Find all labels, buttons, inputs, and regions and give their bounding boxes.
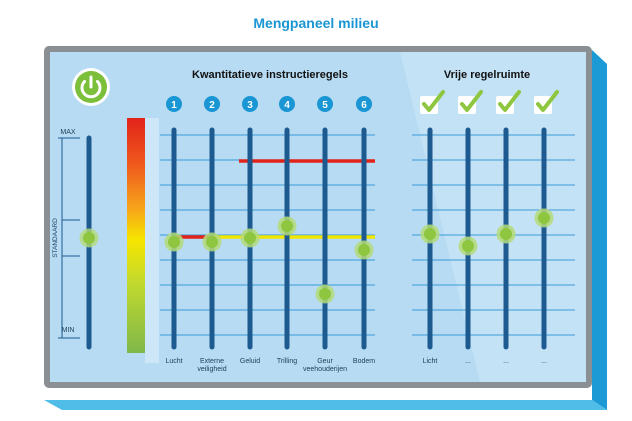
- slider-label: Bodem: [353, 358, 375, 365]
- free-slider-4: ...: [534, 90, 559, 365]
- free-slider-knob[interactable]: [420, 224, 440, 244]
- free-slider-label: Licht: [423, 358, 438, 365]
- scale-standard-label: STANDAARD: [52, 218, 59, 258]
- free-slider-knob[interactable]: [496, 224, 516, 244]
- free-slider-2: ...: [458, 90, 483, 365]
- free-slider-knob[interactable]: [458, 236, 478, 256]
- slider-knob[interactable]: [202, 232, 222, 252]
- slider-label-line2: veiligheid: [197, 366, 226, 373]
- slider-1: 1 Lucht: [164, 96, 184, 365]
- free-heading: Vrije regelruimte: [444, 69, 530, 81]
- slider-number-badge: [204, 96, 220, 112]
- slider-number: 6: [361, 100, 367, 111]
- free-slider-knob[interactable]: [534, 208, 554, 228]
- slider-label: Geur: [317, 358, 333, 365]
- slider-knob[interactable]: [315, 284, 335, 304]
- check-icon[interactable]: [458, 90, 483, 114]
- slider-label-line2: veehouderijen: [303, 366, 347, 373]
- grid-lines: [160, 134, 575, 336]
- slider-knob[interactable]: [354, 240, 374, 260]
- slider-4: 4 Trilling: [277, 96, 297, 365]
- slider-number-badge: [242, 96, 258, 112]
- free-slider-label: ...: [503, 358, 509, 365]
- heat-scale-bar: [127, 118, 145, 353]
- panel-bottom: [44, 400, 607, 410]
- slider-label: Lucht: [165, 358, 182, 365]
- slider-number: 4: [284, 100, 290, 111]
- slider-number-badge: [166, 96, 182, 112]
- slider-number: 3: [247, 100, 253, 111]
- slider-label: Trilling: [277, 358, 297, 365]
- page-title: Mengpaneel milieu: [253, 15, 379, 31]
- check-icon[interactable]: [534, 90, 559, 114]
- heat-scale-shadow: [145, 118, 159, 363]
- slider-label: Geluid: [240, 358, 260, 365]
- check-icon[interactable]: [420, 90, 445, 114]
- free-slider-label: ...: [465, 358, 471, 365]
- free-slider-label: ...: [541, 358, 547, 365]
- power-button[interactable]: [72, 68, 110, 106]
- slider-number: 5: [322, 100, 328, 111]
- slider-knob[interactable]: [277, 216, 297, 236]
- free-slider-3: ...: [496, 90, 521, 365]
- slider-3: 3 Geluid: [240, 96, 260, 365]
- free-sliders: Licht.........: [420, 90, 559, 365]
- slider-knob[interactable]: [240, 228, 260, 248]
- panel-side: [592, 50, 607, 410]
- slider-6: 6 Bodem: [353, 96, 375, 365]
- slider-number: 1: [171, 100, 177, 111]
- check-icon[interactable]: [496, 90, 521, 114]
- slider-number-badge: [317, 96, 333, 112]
- slider-number: 2: [209, 100, 215, 111]
- slider-number-badge: [279, 96, 295, 112]
- slider-label: Externe: [200, 358, 224, 365]
- scale-max-label: MAX: [60, 129, 76, 136]
- master-slider-knob[interactable]: [79, 228, 99, 248]
- slider-knob[interactable]: [164, 232, 184, 252]
- quantitative-heading: Kwantitatieve instructieregels: [192, 69, 348, 81]
- scale-min-label: MIN: [62, 327, 75, 334]
- slider-number-badge: [356, 96, 372, 112]
- power-icon: [80, 80, 102, 99]
- free-slider-1: Licht: [420, 90, 445, 365]
